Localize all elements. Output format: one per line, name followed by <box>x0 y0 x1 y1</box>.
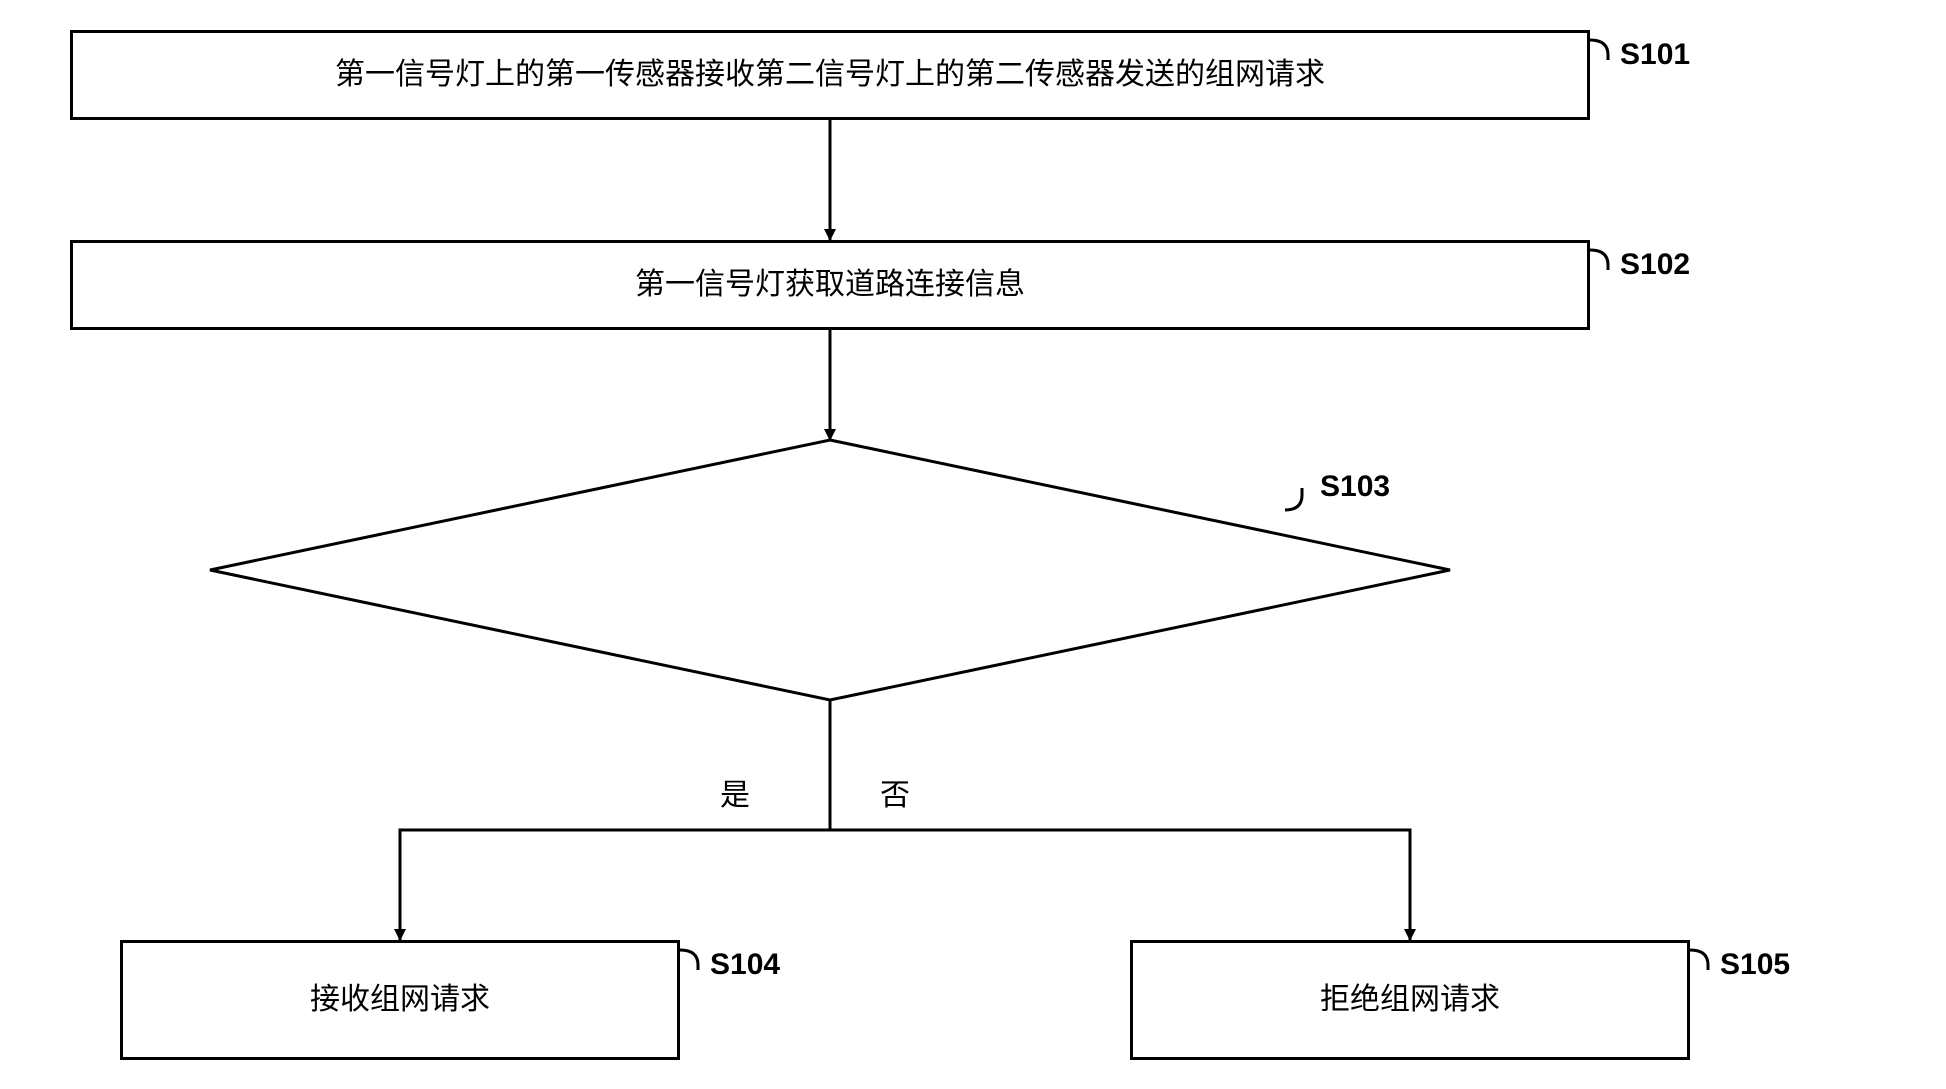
node-s105: 拒绝组网请求 <box>1130 940 1690 1060</box>
node-s103-text-wrap: 第一信号灯根据获取的道路连接信息以及接收到的 道路信息和车道信息，判断是否满足预… <box>440 510 1220 594</box>
node-s104: 接收组网请求 <box>120 940 680 1060</box>
label-s101: S101 <box>1620 38 1690 72</box>
node-s104-text: 接收组网请求 <box>310 979 490 1021</box>
label-s102: S102 <box>1620 248 1690 282</box>
node-s102-text: 第一信号灯获取道路连接信息 <box>635 264 1025 306</box>
node-s101-text: 第一信号灯上的第一传感器接收第二信号灯上的第二传感器发送的组网请求 <box>335 54 1325 96</box>
branch-no: 否 <box>880 770 910 814</box>
branch-yes: 是 <box>720 770 750 814</box>
flowchart-canvas: 第一信号灯上的第一传感器接收第二信号灯上的第二传感器发送的组网请求 第一信号灯获… <box>0 0 1946 1089</box>
node-s101: 第一信号灯上的第一传感器接收第二信号灯上的第二传感器发送的组网请求 <box>70 30 1590 120</box>
node-s105-text: 拒绝组网请求 <box>1320 979 1500 1021</box>
node-s102: 第一信号灯获取道路连接信息 <box>70 240 1590 330</box>
label-s105: S105 <box>1720 948 1790 982</box>
label-brackets <box>680 40 1708 970</box>
label-s103: S103 <box>1320 470 1390 504</box>
node-s103-text: 第一信号灯根据获取的道路连接信息以及接收到的 道路信息和车道信息，判断是否满足预… <box>500 514 1160 589</box>
label-s104: S104 <box>710 948 780 982</box>
